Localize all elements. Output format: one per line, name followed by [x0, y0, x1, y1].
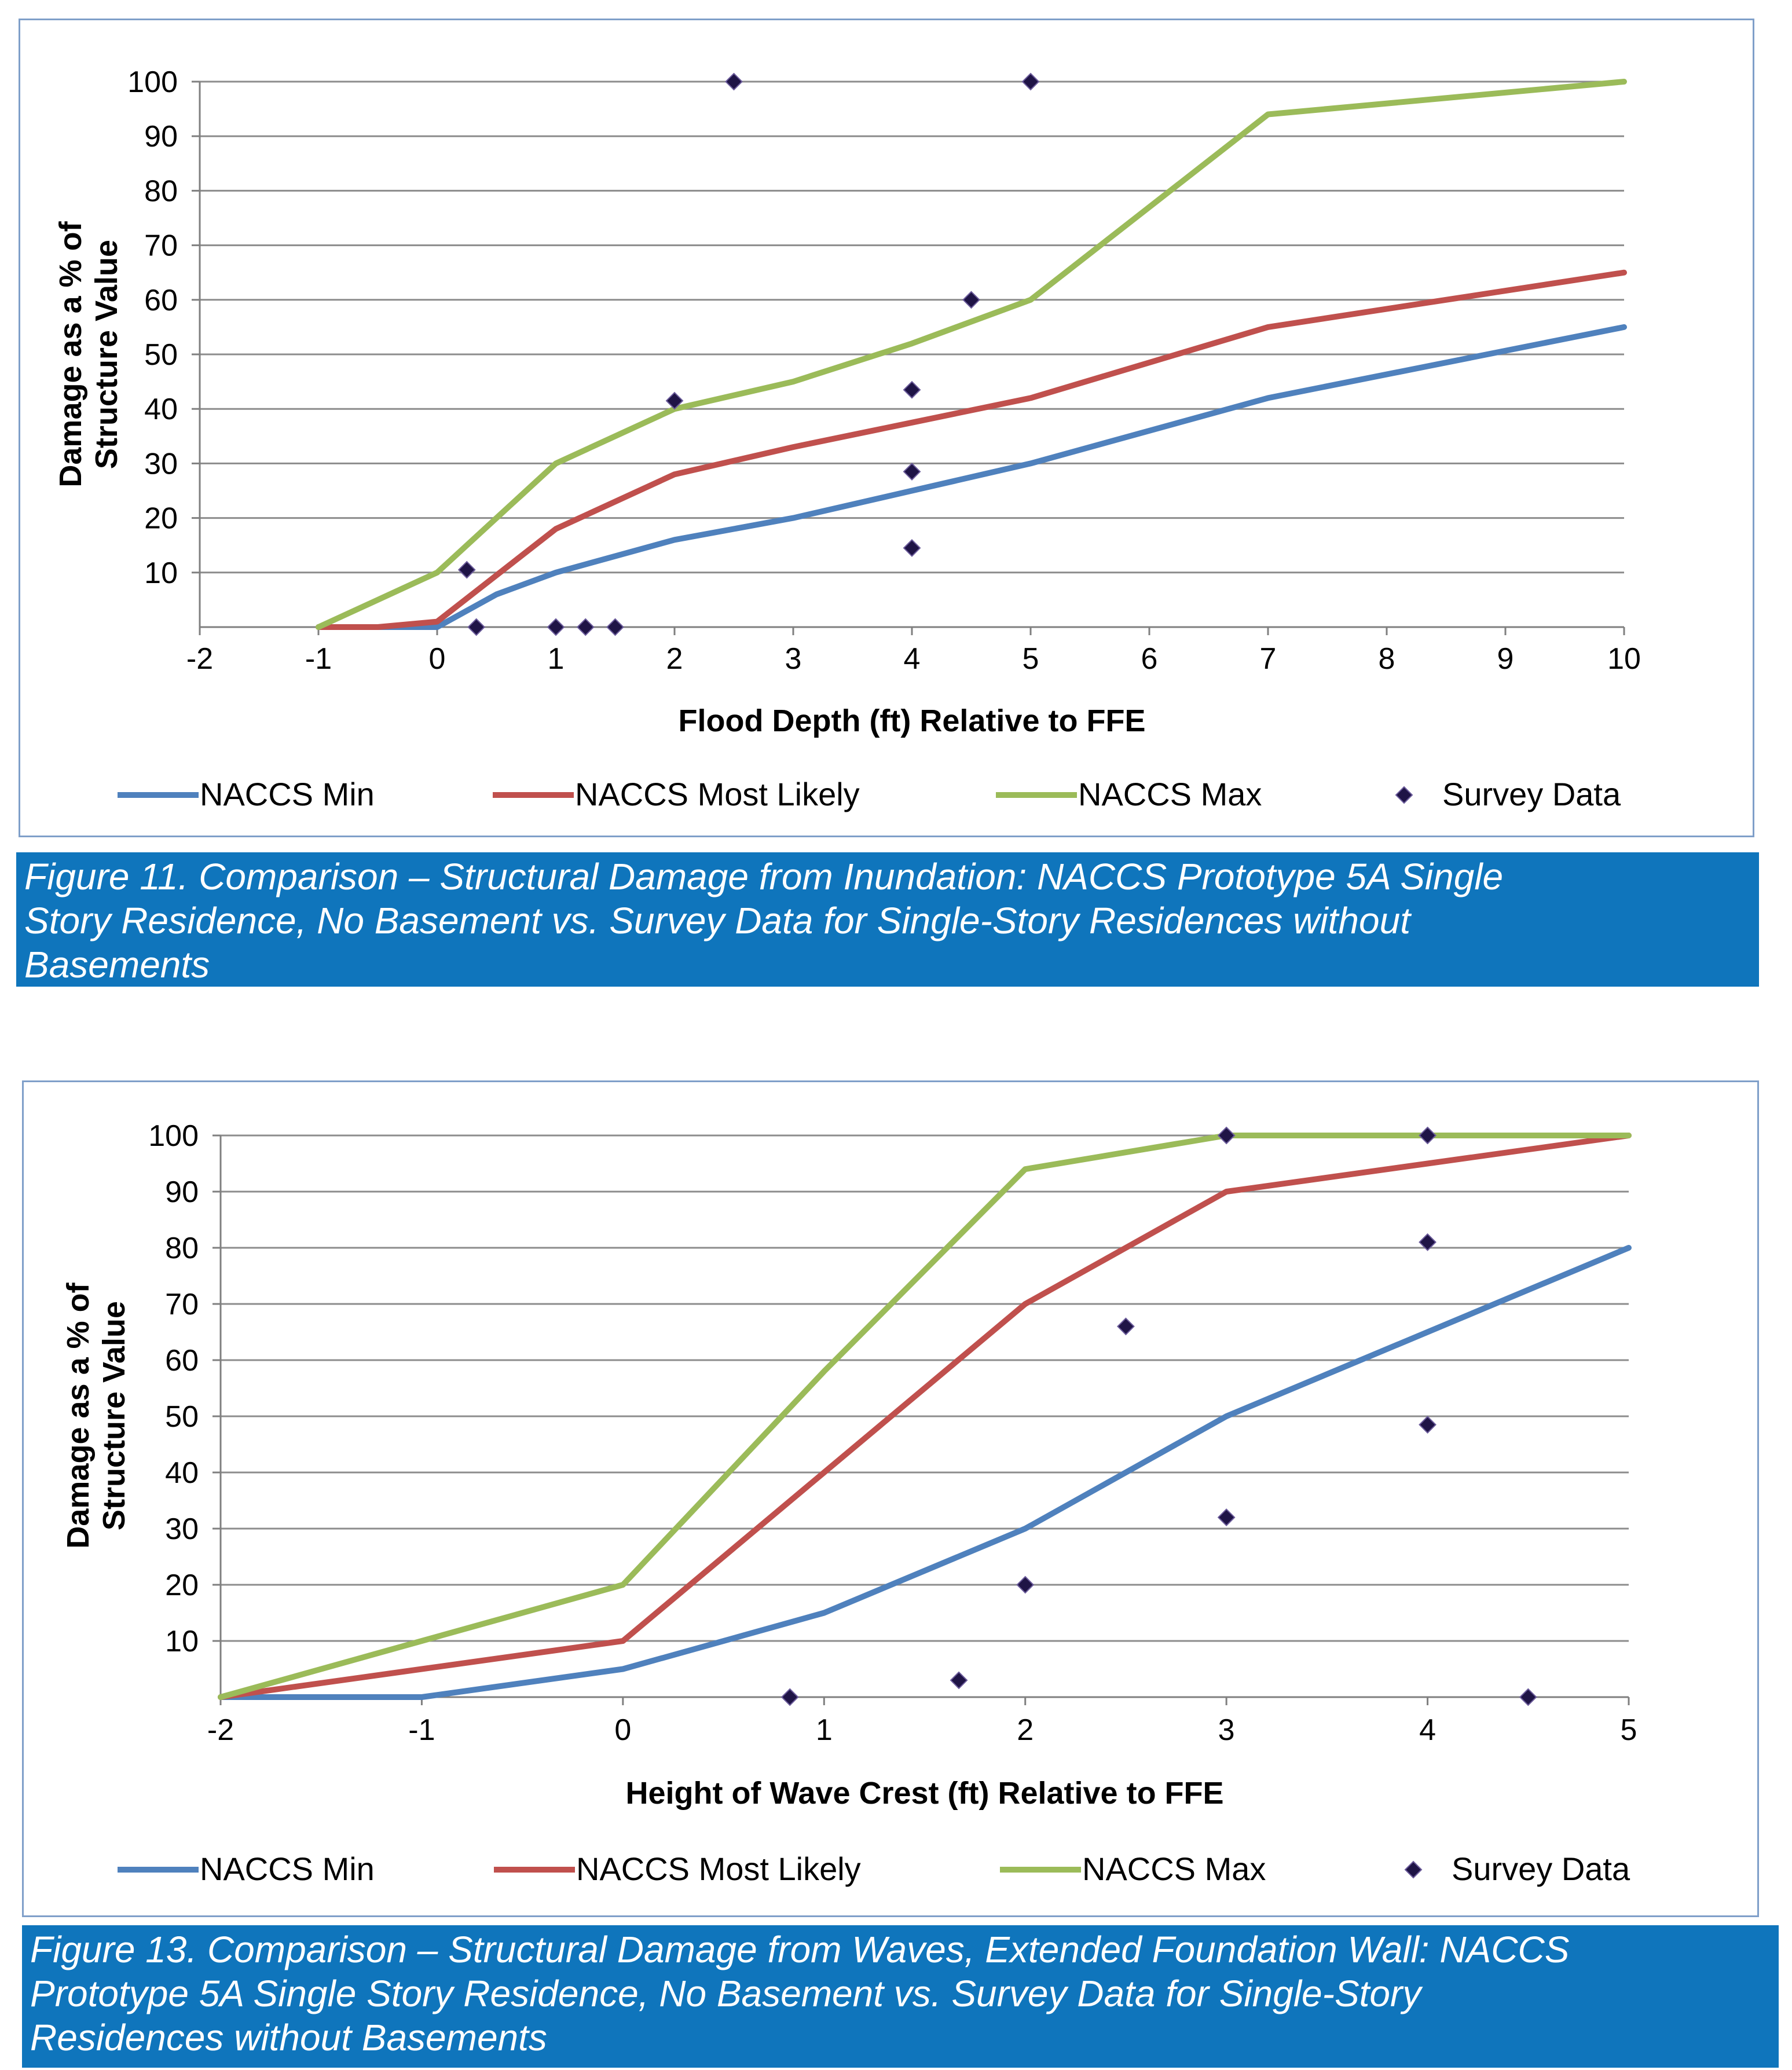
- chart-2-survey-data-point: [1217, 1508, 1236, 1527]
- chart-2-x-tick-label: -2: [207, 1713, 234, 1747]
- chart-2-survey-data-point: [1217, 1126, 1236, 1145]
- chart-2: 10 20 30 40 50 60 70 80 90 100 -2 -1 0 1 2 3 4 5 Height of…: [61, 1119, 1637, 1887]
- chart-1-x-tick-label: 5: [1023, 642, 1039, 676]
- chart-1-survey-data-point: [467, 618, 486, 636]
- chart-1-x-tick-label: 7: [1260, 642, 1277, 676]
- chart-1-survey-data-point: [962, 291, 980, 309]
- chart-2-survey-data-point: [1419, 1416, 1436, 1434]
- chart-2-survey-data-point: [780, 1688, 799, 1706]
- chart-2-survey-data-point: [1419, 1233, 1436, 1251]
- chart-1-caption-line-3: Basements: [24, 944, 210, 985]
- chart-2-y-tick-label: 80: [165, 1232, 199, 1265]
- chart-1-survey-data-point: [903, 538, 921, 557]
- chart-2-y-tick-label: 10: [165, 1625, 199, 1658]
- chart-2-y-tick-label: 50: [165, 1400, 199, 1434]
- chart-1-y-tick-label: 80: [144, 174, 178, 208]
- chart-1-x-tick-label: 9: [1497, 642, 1514, 676]
- chart-1: 10 20 30 40 50 60 70 80 90 100 -2 -1 0 1 2 3 4 5 6 7 8 9 10 Flo…: [53, 65, 1641, 812]
- chart-2-x-tick-label: 4: [1419, 1713, 1436, 1747]
- chart-2-legend-label-survey-data: Survey Data: [1452, 1851, 1630, 1887]
- chart-1-y-tick-label: 90: [144, 120, 178, 153]
- chart-2-x-axis-title: Height of Wave Crest (ft) Relative to FF…: [625, 1776, 1223, 1811]
- chart-1-legend-label-naccs-min: NACCS Min: [200, 776, 375, 812]
- chart-2-survey-data-point: [950, 1671, 968, 1690]
- chart-1-survey-data-point: [606, 618, 624, 636]
- chart-2-legend-label-naccs-max: NACCS Max: [1082, 1851, 1266, 1887]
- chart-1-survey-data-point: [725, 72, 743, 91]
- chart-1-x-tick-label: -2: [186, 642, 213, 676]
- chart-1-y-axis-title-line: Damage as a % of: [53, 221, 88, 487]
- chart-1-x-tick-label: -1: [305, 642, 332, 676]
- chart-1-series-naccs-most-likely-line: [316, 269, 1627, 630]
- chart-2-legend-label-naccs-most-likely: NACCS Most Likely: [576, 1851, 861, 1887]
- chart-2-series-naccs-max-line: [218, 1133, 1632, 1700]
- chart-1-legend-label-naccs-max: NACCS Max: [1078, 776, 1262, 812]
- chart-2-y-axis-title: Damage as a % ofStructure Value: [61, 1282, 131, 1548]
- chart-2-x-tick-label: 0: [614, 1713, 631, 1747]
- chart-1-caption-line-2: Story Residence, No Basement vs. Survey …: [24, 900, 1410, 941]
- chart-2-caption-line-2: Prototype 5A Single Story Residence, No …: [30, 1973, 1421, 2014]
- chart-1-y-tick-label: 100: [127, 65, 178, 99]
- chart-1-y-tick-label: 30: [144, 447, 178, 481]
- chart-1-x-tick-label: 0: [429, 642, 446, 676]
- chart-1-y-tick-label: 10: [144, 556, 178, 590]
- chart-1-y-axis-title-line: Structure Value: [89, 240, 124, 469]
- chart-2-x-tick-label: 5: [1621, 1713, 1637, 1747]
- chart-2-caption-line-1: Figure 13. Comparison – Structural Damag…: [30, 1929, 1570, 1970]
- chart-2-x-tick-label: 3: [1218, 1713, 1235, 1747]
- chart-1-x-tick-label: 6: [1141, 642, 1158, 676]
- chart-2-legend-label-naccs-min: NACCS Min: [200, 1851, 375, 1887]
- chart-2-frame: 10 20 30 40 50 60 70 80 90 100 -2 -1 0 1 2 3 4 5 Height of…: [22, 1080, 1759, 1917]
- chart-1-series-naccs-max-line: [316, 79, 1627, 630]
- chart-1-y-tick-label: 70: [144, 229, 178, 263]
- chart-1-survey-data-point: [903, 463, 921, 481]
- chart-2-legend-swatch-survey-data: [1404, 1860, 1423, 1879]
- chart-1-survey-data-point: [903, 380, 921, 399]
- chart-1-y-axis-title: Damage as a % ofStructure Value: [53, 221, 124, 487]
- chart-1-x-tick-label: 10: [1607, 642, 1641, 676]
- chart-2-y-axis-title-line: Structure Value: [97, 1301, 131, 1530]
- chart-1-survey-data-point: [547, 618, 565, 636]
- chart-1-survey-data-point: [457, 560, 476, 579]
- chart-1-caption-line-1: Figure 11. Comparison – Structural Damag…: [24, 856, 1504, 897]
- chart-2-y-tick-label: 40: [165, 1456, 199, 1490]
- chart-1-y-tick-label: 60: [144, 284, 178, 317]
- chart-1-legend-label-survey-data: Survey Data: [1442, 776, 1621, 812]
- chart-1-survey-data-point: [576, 618, 595, 636]
- chart-1-series-naccs-min-line: [316, 324, 1627, 630]
- chart-1-x-tick-label: 2: [666, 642, 683, 676]
- chart-1-y-tick-label: 20: [144, 502, 178, 536]
- chart-2-survey-data-point: [1117, 1317, 1135, 1336]
- chart-1-x-tick-label: 8: [1379, 642, 1395, 676]
- chart-2-caption-line-3: Residences without Basements: [30, 2017, 547, 2058]
- chart-1-caption: Figure 11. Comparison – Structural Damag…: [16, 852, 1759, 987]
- chart-1-y-tick-label: 40: [144, 393, 178, 426]
- chart-2-y-tick-label: 70: [165, 1288, 199, 1321]
- chart-1-x-tick-label: 1: [548, 642, 565, 676]
- chart-1-legend-label-naccs-most-likely: NACCS Most Likely: [575, 776, 860, 812]
- chart-2-x-tick-label: 2: [1017, 1713, 1034, 1747]
- chart-1-survey-data-point: [665, 391, 684, 410]
- chart-2-caption: Figure 13. Comparison – Structural Damag…: [22, 1925, 1779, 2068]
- chart-2-x-tick-label: -1: [408, 1713, 435, 1747]
- chart-2-y-tick-label: 30: [165, 1512, 199, 1546]
- chart-1-x-tick-label: 3: [785, 642, 802, 676]
- chart-2-y-tick-label: 90: [165, 1175, 199, 1209]
- chart-1-x-tick-label: 4: [904, 642, 921, 676]
- chart-2-survey-data-point: [1016, 1576, 1035, 1594]
- chart-2-series-naccs-most-likely-line: [218, 1133, 1632, 1700]
- chart-1-legend-swatch-survey-data: [1395, 786, 1413, 804]
- chart-1-survey-data-point: [1021, 72, 1040, 91]
- chart-2-y-tick-label: 20: [165, 1569, 199, 1602]
- chart-2-y-axis-title-line: Damage as a % of: [61, 1282, 96, 1548]
- chart-2-survey-data-point: [1519, 1688, 1537, 1706]
- chart-1-y-tick-label: 50: [144, 338, 178, 372]
- chart-2-series-naccs-min-line: [218, 1245, 1632, 1700]
- chart-1-x-axis-title: Flood Depth (ft) Relative to FFE: [679, 704, 1146, 738]
- chart-1-frame: 10 20 30 40 50 60 70 80 90 100 -2 -1 0 1 2 3 4 5 6 7 8 9 10 Flo…: [19, 19, 1754, 837]
- chart-2-y-tick-label: 100: [148, 1119, 199, 1153]
- chart-2-x-tick-label: 1: [816, 1713, 833, 1747]
- chart-2-y-tick-label: 60: [165, 1344, 199, 1377]
- chart-2-survey-data-point: [1419, 1126, 1436, 1145]
